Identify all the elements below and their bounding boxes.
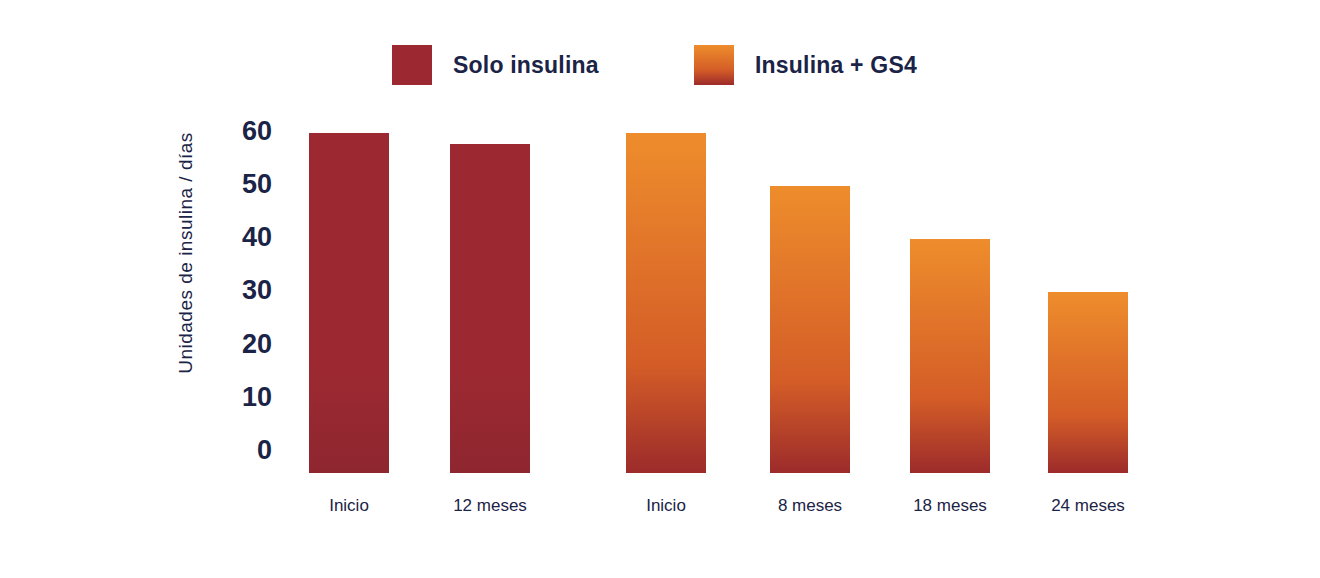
y-tick-label: 10 (160, 384, 272, 411)
bar (626, 133, 706, 473)
bar (910, 239, 990, 473)
legend-item-insulina-gs4: Insulina + GS4 (694, 45, 917, 85)
y-tick-label: 30 (160, 278, 272, 305)
y-tick-label: 60 (160, 118, 272, 145)
x-axis-label: 18 meses (913, 496, 987, 516)
bar (1048, 292, 1128, 473)
x-axis-label: Inicio (329, 496, 369, 516)
y-tick-label: 50 (160, 172, 272, 199)
legend-label-insulina-gs4: Insulina + GS4 (755, 52, 917, 79)
legend-swatch-solo-insulina (392, 45, 432, 85)
legend-swatch-insulina-gs4 (694, 45, 734, 85)
x-axis-label: 8 meses (778, 496, 842, 516)
x-axis-label: 12 meses (453, 496, 527, 516)
x-axis-label: Inicio (646, 496, 686, 516)
y-tick-label: 40 (160, 225, 272, 252)
legend-item-solo-insulina: Solo insulina (392, 45, 599, 85)
bar (309, 133, 389, 473)
legend-label-solo-insulina: Solo insulina (453, 52, 599, 79)
y-tick-label: 0 (160, 437, 272, 464)
y-tick-label: 20 (160, 331, 272, 358)
x-axis-label: 24 meses (1051, 496, 1125, 516)
bar-chart: Solo insulina Insulina + GS4 Unidades de… (0, 0, 1320, 578)
bar (770, 186, 850, 473)
bar (450, 144, 530, 473)
